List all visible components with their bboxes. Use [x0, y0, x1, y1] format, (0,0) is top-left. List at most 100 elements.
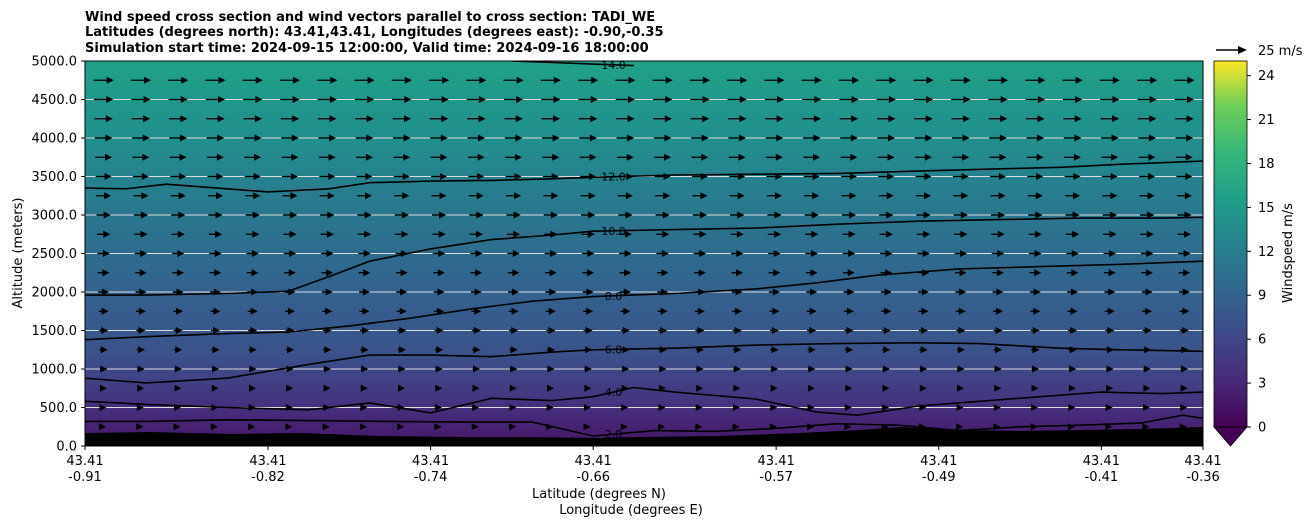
wind-vector	[1140, 250, 1154, 257]
wind-vector	[956, 423, 964, 431]
wind-vector	[1062, 76, 1083, 84]
wind-vector	[322, 423, 330, 431]
wind-vector	[878, 173, 895, 180]
wind-vector	[841, 192, 857, 200]
colorbar-tick-label: 21	[1258, 113, 1275, 128]
wind-vector	[394, 211, 409, 219]
wind-vector	[471, 327, 481, 334]
wind-vector	[619, 269, 632, 277]
wind-vector	[954, 230, 968, 238]
wind-vector	[691, 153, 709, 161]
wind-vector	[584, 384, 592, 392]
wind-vector	[1143, 384, 1151, 392]
wind-vector	[1105, 404, 1113, 411]
x-axis-label-line-2: Longitude (degrees E)	[559, 503, 703, 518]
wind-vector	[992, 288, 1004, 296]
wind-vector	[952, 153, 970, 161]
wind-vector	[244, 173, 261, 180]
wind-vector	[434, 327, 444, 334]
wind-vector	[546, 327, 556, 334]
wind-vector	[243, 96, 263, 103]
wind-vector	[467, 134, 486, 142]
wind-vector	[877, 153, 895, 161]
wind-vector	[806, 307, 817, 315]
wind-vector	[285, 346, 295, 354]
wind-vector	[280, 115, 300, 123]
wind-vector	[472, 365, 480, 373]
wind-vector	[951, 96, 971, 103]
wind-vector	[542, 134, 560, 142]
wind-vector	[1068, 384, 1076, 392]
wind-vector	[1178, 288, 1190, 296]
y-tick-label: 0.0	[56, 440, 77, 455]
wind-vector	[170, 192, 186, 200]
y-axis: 0.0 500.0 1000.0 1500.0 2000.0 2500.0 3000.0 35…	[32, 55, 85, 455]
wind-vector	[96, 192, 112, 200]
wind-vector	[880, 288, 892, 296]
wind-vector	[468, 192, 484, 200]
wind-vector	[542, 153, 560, 161]
wind-vector	[653, 134, 672, 142]
wind-vector	[990, 173, 1006, 180]
wind-vector	[279, 76, 301, 84]
wind-vector	[431, 192, 447, 200]
wind-vector	[841, 211, 857, 219]
wind-vector	[1065, 211, 1080, 219]
colorbar-tick-label: 18	[1258, 157, 1275, 172]
wind-vector	[544, 250, 558, 257]
wind-vector	[508, 288, 519, 296]
wind-vector	[807, 346, 816, 354]
wind-vector	[282, 211, 298, 219]
wind-vector	[1176, 173, 1193, 180]
wind-vector	[545, 288, 557, 296]
wind-vector	[466, 76, 487, 84]
wind-vector	[656, 269, 669, 277]
wind-vector	[582, 269, 594, 277]
wind-vector	[360, 365, 369, 373]
wind-vector	[730, 230, 744, 238]
wind-vector	[1099, 76, 1120, 84]
wind-vector	[354, 76, 375, 84]
wind-vector	[169, 134, 187, 142]
wind-vector	[248, 384, 256, 392]
wind-vector	[1103, 250, 1117, 257]
contour-line	[85, 341, 1203, 384]
wind-vector	[1137, 115, 1157, 123]
wind-vector	[840, 153, 858, 161]
wind-vector	[210, 423, 218, 431]
wind-vector	[543, 192, 559, 200]
wind-vector	[433, 288, 445, 296]
wind-vector	[618, 230, 633, 238]
wind-vector	[93, 96, 114, 103]
wind-vector	[397, 327, 407, 334]
wind-vector	[839, 115, 859, 123]
wind-vector	[957, 384, 965, 392]
wind-vector	[770, 365, 779, 373]
wind-vector	[318, 115, 337, 123]
wind-vector	[765, 115, 784, 123]
x-tick-label-lon: -0.36	[1186, 470, 1220, 485]
x-axis-label-line-1: Latitude (degrees N)	[532, 487, 666, 502]
wind-vector	[581, 250, 595, 257]
wind-vector	[281, 134, 299, 142]
wind-vector	[621, 365, 630, 373]
wind-vector	[727, 76, 748, 84]
wind-vector	[1139, 173, 1156, 180]
wind-vector	[917, 250, 930, 257]
wind-vector	[245, 211, 260, 219]
wind-vector	[508, 423, 516, 431]
wind-vectors	[93, 76, 1195, 431]
colorbar-tick-label: 12	[1258, 245, 1275, 260]
wind-vector	[471, 423, 479, 431]
wind-vector	[1139, 192, 1155, 200]
wind-vector	[98, 307, 109, 315]
wind-vector	[245, 192, 261, 200]
wind-vector	[844, 327, 854, 334]
y-tick-label: 3000.0	[32, 209, 78, 224]
wind-vector	[916, 211, 931, 219]
wind-vector	[547, 384, 555, 392]
wind-vector	[954, 269, 967, 277]
wind-vector	[471, 307, 482, 315]
wind-vector	[843, 288, 855, 296]
